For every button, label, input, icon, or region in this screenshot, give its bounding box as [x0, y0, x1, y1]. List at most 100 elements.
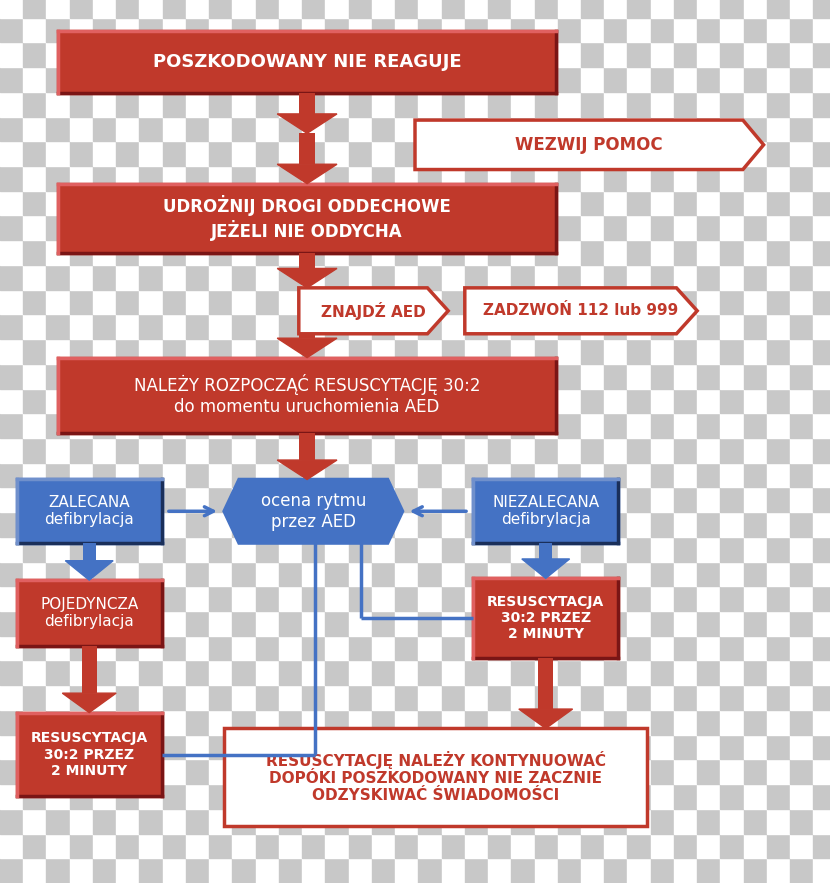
Bar — [790, 759, 813, 784]
Bar — [697, 191, 720, 215]
Bar — [139, 42, 163, 67]
Bar — [186, 784, 209, 809]
Bar — [465, 512, 488, 537]
Bar — [116, 636, 139, 660]
Bar — [163, 290, 186, 314]
Bar — [279, 0, 302, 18]
Bar — [395, 0, 418, 18]
Bar — [790, 166, 813, 191]
Bar — [767, 487, 790, 512]
Bar — [418, 389, 442, 413]
Bar — [465, 562, 488, 586]
Bar — [581, 660, 604, 685]
Bar — [46, 0, 70, 18]
Bar — [70, 759, 93, 784]
Bar — [744, 759, 767, 784]
Bar — [209, 512, 232, 537]
Bar — [46, 166, 70, 191]
Bar — [395, 166, 418, 191]
Bar — [558, 215, 581, 240]
Bar — [744, 586, 767, 611]
Bar — [349, 636, 372, 660]
Bar — [767, 784, 790, 809]
Bar — [790, 685, 813, 710]
Bar — [627, 389, 651, 413]
Bar — [46, 537, 70, 562]
Bar — [139, 784, 163, 809]
Bar — [767, 0, 790, 18]
Bar — [558, 389, 581, 413]
Bar — [139, 389, 163, 413]
Bar — [395, 141, 418, 166]
Bar — [372, 240, 395, 265]
Bar — [581, 0, 604, 18]
Bar — [163, 487, 186, 512]
Bar — [744, 67, 767, 92]
Bar — [535, 809, 558, 834]
Bar — [232, 512, 256, 537]
Bar — [488, 636, 511, 660]
Bar — [93, 0, 116, 18]
Bar — [372, 438, 395, 463]
Bar — [604, 759, 627, 784]
Bar — [604, 858, 627, 883]
Bar — [697, 364, 720, 389]
Bar — [299, 133, 315, 164]
Bar — [163, 0, 186, 18]
Bar — [488, 42, 511, 67]
Bar — [535, 141, 558, 166]
Bar — [442, 487, 465, 512]
Bar — [395, 92, 418, 117]
Bar — [744, 710, 767, 735]
Bar — [790, 364, 813, 389]
Polygon shape — [465, 288, 697, 334]
Bar — [535, 537, 558, 562]
Bar — [232, 364, 256, 389]
Bar — [325, 290, 349, 314]
Bar — [23, 92, 46, 117]
Bar — [372, 166, 395, 191]
Bar — [372, 265, 395, 290]
Bar — [0, 265, 23, 290]
Bar — [511, 18, 535, 42]
Bar — [232, 265, 256, 290]
Bar — [256, 215, 279, 240]
Bar — [581, 636, 604, 660]
Bar — [697, 166, 720, 191]
Bar — [81, 646, 96, 693]
Bar — [349, 809, 372, 834]
Bar — [697, 314, 720, 339]
Bar — [488, 512, 511, 537]
Bar — [256, 191, 279, 215]
Bar — [93, 438, 116, 463]
Bar — [46, 463, 70, 487]
Bar — [627, 512, 651, 537]
Bar — [511, 834, 535, 858]
Bar — [790, 413, 813, 438]
Bar — [767, 413, 790, 438]
Bar — [163, 784, 186, 809]
Bar — [744, 636, 767, 660]
Bar — [302, 389, 325, 413]
Bar — [674, 759, 697, 784]
Bar — [697, 339, 720, 364]
Bar — [372, 710, 395, 735]
Bar — [604, 685, 627, 710]
Bar — [627, 42, 651, 67]
Bar — [442, 314, 465, 339]
Bar — [163, 265, 186, 290]
Bar — [651, 611, 674, 636]
Bar — [790, 735, 813, 759]
Bar — [302, 710, 325, 735]
Bar — [744, 191, 767, 215]
Bar — [465, 685, 488, 710]
Bar — [674, 809, 697, 834]
Bar — [697, 660, 720, 685]
Bar — [256, 67, 279, 92]
Bar — [535, 364, 558, 389]
Bar — [279, 636, 302, 660]
Bar — [558, 463, 581, 487]
Bar — [279, 215, 302, 240]
Bar — [186, 759, 209, 784]
Bar — [93, 364, 116, 389]
